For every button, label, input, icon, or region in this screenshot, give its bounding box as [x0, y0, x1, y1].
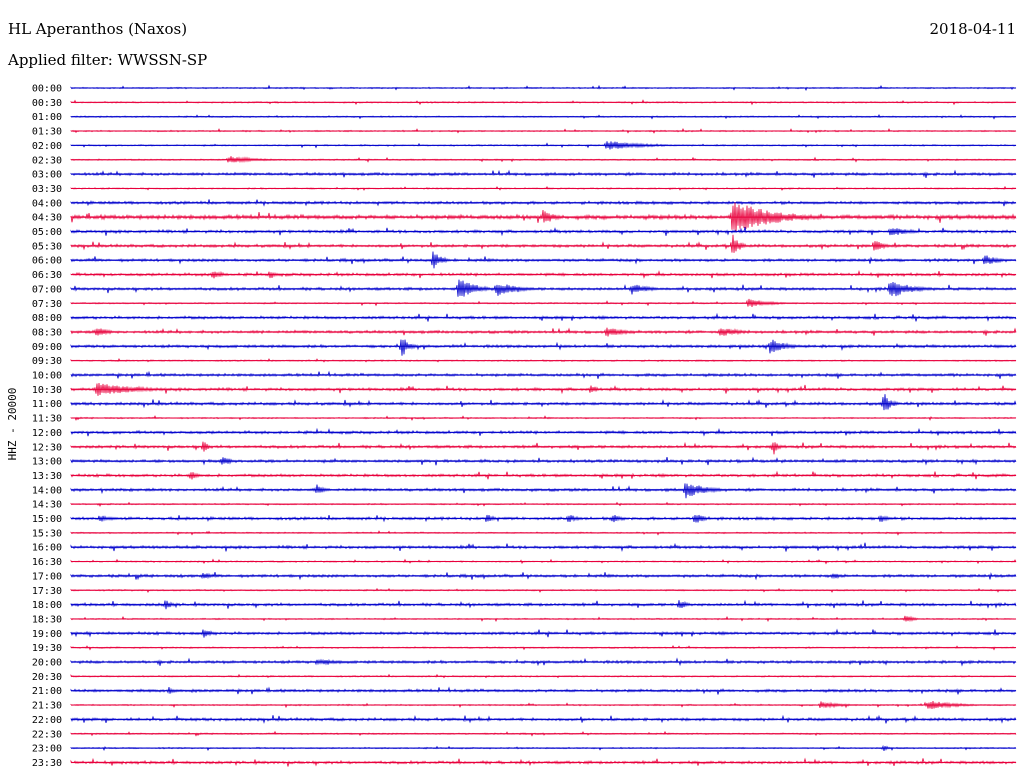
row-time-label: 01:30: [32, 127, 62, 138]
row-time-label: 06:30: [32, 270, 62, 281]
row-time-label: 16:00: [32, 543, 62, 554]
row-time-label: 15:00: [32, 514, 62, 525]
seismic-trace: [70, 483, 1017, 499]
row-time-label: 09:00: [32, 342, 62, 353]
row-time-label: 18:30: [32, 614, 62, 625]
row-time-label: 09:30: [32, 356, 62, 367]
row-time-label: 07:00: [32, 284, 62, 295]
row-time-label: 20:00: [32, 658, 62, 669]
row-time-label: 14:00: [32, 485, 62, 496]
row-time-label: 05:00: [32, 227, 62, 238]
seismic-trace: [70, 441, 1017, 455]
row-time-label: 21:30: [32, 701, 62, 712]
row-time-label: 10:00: [32, 371, 62, 382]
row-time-label: 06:00: [32, 256, 62, 267]
filter-label: Applied filter: WWSSN-SP: [8, 51, 208, 69]
row-time-label: 18:00: [32, 600, 62, 611]
row-time-label: 23:30: [32, 758, 62, 769]
row-time-label: 07:30: [32, 299, 62, 310]
row-time-label: 23:00: [32, 744, 62, 755]
station-title: HL Aperanthos (Naxos): [8, 20, 188, 38]
row-time-label: 14:30: [32, 500, 62, 511]
row-time-label: 17:30: [32, 586, 62, 597]
row-time-label: 03:00: [32, 170, 62, 181]
seismic-trace: [70, 339, 1017, 356]
row-time-label: 03:30: [32, 184, 62, 195]
seismic-trace: [70, 234, 1017, 253]
row-time-label: 16:30: [32, 557, 62, 568]
row-time-label: 19:00: [32, 629, 62, 640]
row-time-label: 13:00: [32, 457, 62, 468]
row-time-label: 15:30: [32, 528, 62, 539]
y-axis-label: HHZ - 20000: [6, 388, 19, 461]
plot-date: 2018-04-11: [929, 20, 1016, 38]
row-time-label: 13:30: [32, 471, 62, 482]
row-time-label: 20:30: [32, 672, 62, 683]
row-time-label: 04:00: [32, 198, 62, 209]
row-time-label: 22:30: [32, 729, 62, 740]
row-time-label: 10:30: [32, 385, 62, 396]
trace-rows: 00:00 00:30 01:00 01:30 02:00 02:30 03:00 03:30…: [32, 84, 1017, 769]
row-time-label: 02:30: [32, 155, 62, 166]
row-time-label: 08:00: [32, 313, 62, 324]
row-time-label: 04:30: [32, 213, 62, 224]
row-time-label: 19:30: [32, 643, 62, 654]
row-time-label: 17:00: [32, 571, 62, 582]
row-time-label: 12:00: [32, 428, 62, 439]
row-time-label: 00:00: [32, 84, 62, 95]
row-time-label: 00:30: [32, 98, 62, 109]
row-time-label: 05:30: [32, 241, 62, 252]
row-time-label: 01:00: [32, 112, 62, 123]
row-time-label: 21:00: [32, 686, 62, 697]
row-time-label: 22:00: [32, 715, 62, 726]
seismic-trace: [70, 394, 1017, 411]
seismic-trace: [70, 279, 1017, 297]
row-time-label: 11:00: [32, 399, 62, 410]
row-time-label: 08:30: [32, 327, 62, 338]
row-time-label: 11:30: [32, 414, 62, 425]
row-time-label: 12:30: [32, 442, 62, 453]
row-time-label: 02:00: [32, 141, 62, 152]
